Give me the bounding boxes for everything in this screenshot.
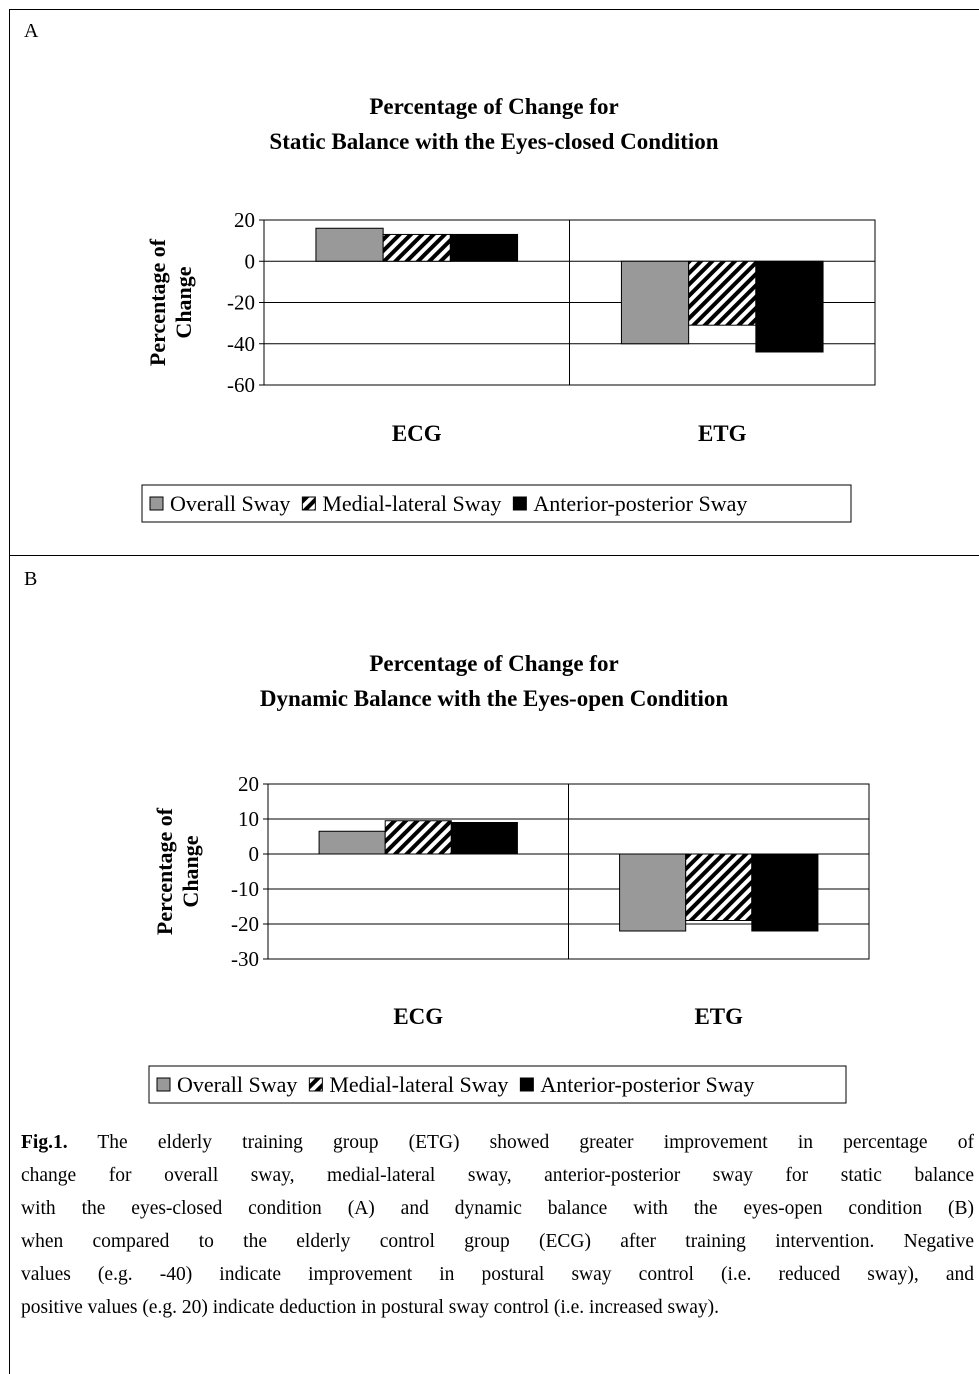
y-tick-label: -20	[227, 291, 255, 315]
y-tick-label: -60	[227, 373, 255, 397]
caption-lead: Fig.1.	[21, 1132, 68, 1153]
legend-swatch	[156, 1077, 171, 1092]
panel-label-b: B	[24, 568, 38, 590]
legend-swatch	[512, 496, 527, 511]
caption-line: values (e.g. -40) indicate improvement i…	[21, 1264, 974, 1285]
panel-divider	[9, 555, 979, 556]
legend-swatch	[149, 496, 164, 511]
bar-medial-lateral-sway-ecg	[382, 233, 451, 262]
chart-a-title-line-1: Percentage of Change for	[369, 94, 619, 119]
y-tick-label: -40	[227, 332, 255, 356]
chart-a-title: Percentage of Change for Static Balance …	[9, 89, 979, 159]
bar-medial-lateral-sway-etg	[688, 260, 757, 326]
caption-line: change for overall sway, medial-lateral …	[21, 1165, 974, 1186]
y-tick-label: 0	[245, 249, 256, 273]
y-tick-label: 0	[249, 842, 260, 866]
legend-box	[141, 484, 852, 523]
figure-caption: Fig.1. The elderly training group (ETG) …	[21, 1126, 974, 1324]
caption-line: with the eyes-closed condition (A) and d…	[21, 1198, 974, 1219]
y-axis-label: Percentage ofChange	[152, 807, 203, 935]
legend-swatch	[308, 1077, 323, 1092]
legend: Overall Sway Medial-lateral Sway Anterior-…	[141, 484, 852, 523]
category-label-etg: ETG	[694, 1004, 743, 1029]
chart-b: 20 10 0 -10 -20 -30 ECG ETG Percentage ofChange O…	[148, 772, 870, 1104]
y-axis-label-line: Percentage of	[152, 807, 177, 935]
chart-b-title-line-1: Percentage of Change for	[369, 651, 619, 676]
legend-swatch	[301, 496, 316, 511]
caption-line: when compared to the elderly control gro…	[21, 1231, 974, 1252]
caption-line: positive values (e.g. 20) indicate deduc…	[21, 1297, 720, 1318]
y-tick-label: -20	[231, 912, 259, 936]
legend-entry: Anterior-posterior Sway	[533, 491, 747, 516]
chart-a-title-line-2: Static Balance with the Eyes-closed Cond…	[269, 129, 719, 154]
y-axis-label-line: Change	[171, 266, 196, 338]
legend-swatch	[519, 1077, 534, 1092]
y-axis-label-line: Percentage of	[145, 238, 170, 366]
panel-label-a: A	[24, 20, 39, 42]
legend-entry: Medial-lateral Sway	[322, 491, 501, 516]
bar-overall-sway-ecg	[315, 227, 384, 262]
y-tick-label: 20	[234, 208, 255, 232]
legend-entry: Medial-lateral Sway	[329, 1072, 508, 1097]
bar-overall-sway-etg	[620, 260, 690, 345]
category-label-ecg: ECG	[393, 1004, 443, 1029]
y-axis-label: Percentage ofChange	[145, 238, 196, 366]
bar-anterior-posterior-sway-etg	[751, 853, 819, 932]
bar-overall-sway-etg	[619, 853, 687, 932]
y-tick-label: 20	[238, 772, 259, 796]
bar-medial-lateral-sway-etg	[685, 853, 753, 921]
category-label-etg: ETG	[698, 421, 747, 446]
figure-frame	[9, 9, 979, 1374]
bar-medial-lateral-sway-ecg	[384, 820, 452, 855]
legend-entry: Anterior-posterior Sway	[540, 1072, 754, 1097]
caption-line: Fig.1. The elderly training group (ETG) …	[21, 1132, 974, 1153]
y-tick-label: -30	[231, 947, 259, 971]
legend-entry: Overall Sway	[170, 491, 290, 516]
legend: Overall Sway Medial-lateral Sway Anterior-…	[148, 1065, 847, 1104]
bar-anterior-posterior-sway-ecg	[449, 233, 519, 262]
legend-box	[148, 1065, 847, 1104]
bar-anterior-posterior-sway-ecg	[450, 822, 518, 855]
y-tick-label: -10	[231, 877, 259, 901]
chart-b-title-line-2: Dynamic Balance with the Eyes-open Condi…	[259, 686, 729, 711]
y-tick-label: 10	[238, 807, 259, 831]
chart-a: 20 0 -20 -40 -60 ECG ETG Percentage ofChange Ove…	[141, 208, 876, 523]
bar-anterior-posterior-sway-etg	[755, 260, 824, 353]
y-axis-label-line: Change	[178, 835, 203, 907]
category-label-ecg: ECG	[392, 421, 442, 446]
chart-b-title: Percentage of Change for Dynamic Balance…	[9, 646, 979, 716]
bar-overall-sway-ecg	[318, 830, 386, 855]
legend-entry: Overall Sway	[177, 1072, 297, 1097]
